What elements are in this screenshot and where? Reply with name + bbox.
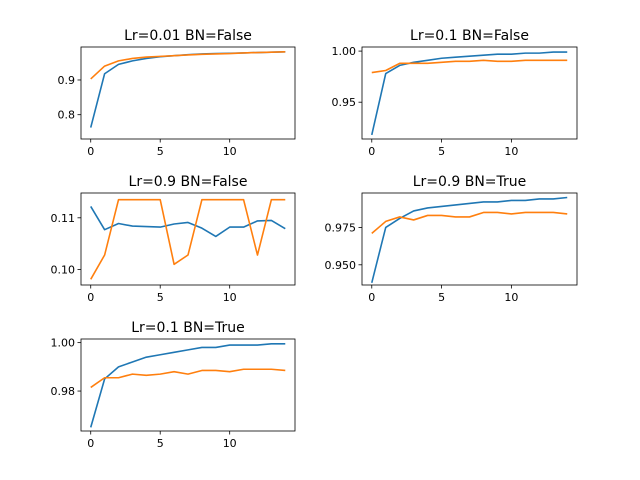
- x-tick-label: 0: [87, 437, 94, 450]
- series-line-1: [370, 51, 568, 136]
- y-tick-label: 0.950: [325, 259, 357, 272]
- subplot-5: Lr=0.1 BN=True 0 5 10 0.98 1.00: [51, 320, 296, 450]
- x-tick-label: 5: [438, 145, 445, 158]
- series-line-2: [90, 368, 286, 389]
- series-line-2: [90, 51, 286, 80]
- series-line-2: [371, 211, 568, 234]
- y-tick-label: 0.95: [332, 96, 357, 109]
- axes-frame: [361, 46, 578, 140]
- y-tick-label: 0.9: [58, 74, 76, 87]
- x-tick-label: 10: [223, 437, 237, 450]
- series-line-1: [90, 206, 286, 238]
- subplot-title: Lr=0.9 BN=True: [413, 174, 527, 190]
- series-line-1: [370, 196, 568, 283]
- subplot-title: Lr=0.1 BN=False: [410, 28, 529, 44]
- subplot-4: Lr=0.9 BN=True 0 5 10 0.950 0.975: [325, 174, 578, 304]
- axes-frame: [80, 192, 296, 286]
- series-line-2: [371, 59, 568, 74]
- x-tick-label: 0: [87, 145, 94, 158]
- x-tick-label: 0: [368, 291, 375, 304]
- x-tick-label: 0: [368, 145, 375, 158]
- y-tick-label: 0.10: [51, 263, 76, 276]
- series-line-1: [89, 343, 286, 428]
- axes-frame: [80, 46, 296, 140]
- x-tick-label: 5: [157, 145, 164, 158]
- subplot-2: Lr=0.1 BN=False 0 5 10 0.95 1.00: [332, 28, 578, 158]
- x-tick-label: 10: [504, 145, 518, 158]
- y-tick-label: 0.98: [51, 385, 76, 398]
- series-line-2: [90, 198, 286, 280]
- y-tick-label: 0.975: [325, 221, 357, 234]
- x-tick-label: 10: [223, 145, 237, 158]
- x-tick-label: 10: [504, 291, 518, 304]
- subplot-title: Lr=0.1 BN=True: [131, 320, 245, 336]
- y-tick-label: 0.8: [58, 109, 76, 122]
- axes-frame: [80, 338, 296, 432]
- x-tick-label: 5: [157, 291, 164, 304]
- x-tick-label: 0: [87, 291, 94, 304]
- x-tick-label: 5: [438, 291, 445, 304]
- y-tick-label: 1.00: [332, 45, 357, 58]
- subplot-title: Lr=0.01 BN=False: [124, 28, 252, 44]
- y-tick-label: 1.00: [51, 337, 76, 350]
- x-tick-label: 10: [223, 291, 237, 304]
- subplot-1: Lr=0.01 BN=False 0 5 10 0.8 0.9: [58, 28, 296, 158]
- axes-frame: [361, 192, 578, 286]
- series-line-1: [89, 51, 286, 128]
- x-tick-label: 5: [157, 437, 164, 450]
- y-tick-label: 0.11: [51, 212, 76, 225]
- subplot-title: Lr=0.9 BN=False: [129, 174, 248, 190]
- subplot-3: Lr=0.9 BN=False 0 5 10 0.10 0.11: [51, 174, 296, 304]
